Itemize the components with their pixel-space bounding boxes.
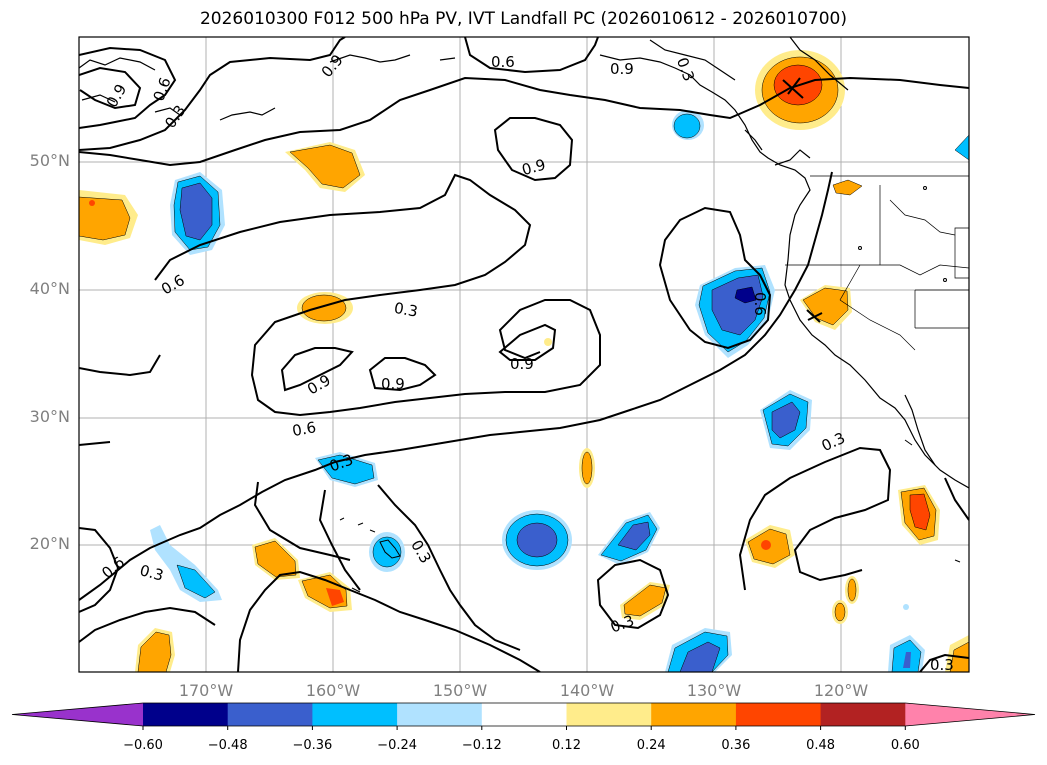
- pv-contours: [79, 37, 969, 672]
- shade-orange-west: [79, 190, 138, 245]
- contour-label: 0.9: [381, 375, 405, 393]
- shade-orange-136w: [620, 582, 670, 620]
- map-plot: 0.9 0.6 0.3 0.6 0.9 0.9 0.6 0.6 0.3 0.9 …: [79, 37, 969, 674]
- colorbar-tick-label: 0.48: [806, 738, 836, 753]
- lon-label: 150°W: [432, 681, 488, 700]
- lat-label: 40°N: [29, 279, 70, 298]
- contour-label: 0.9: [610, 60, 634, 78]
- colorbar-tick-label: 0.36: [721, 738, 751, 753]
- coastlines: [79, 37, 969, 593]
- colorbar-tick-label: 0.12: [552, 738, 581, 753]
- colorbar-segment: [735, 703, 822, 726]
- colorbar-segment: [651, 703, 737, 726]
- lat-label: 20°N: [29, 534, 70, 553]
- shade-orange-small: [832, 179, 863, 196]
- shade-blue-145w: [502, 510, 572, 570]
- plot-frame: [78, 36, 970, 673]
- shade-blue-edge: [954, 134, 969, 161]
- lon-label: 160°W: [305, 681, 361, 700]
- islands: [339, 186, 961, 563]
- shade-blue-hawaii: [369, 532, 405, 572]
- colorbar-tick-label: −0.12: [461, 738, 502, 753]
- contour-label: 0.3: [138, 561, 166, 585]
- shade-orange-120w: [832, 576, 859, 624]
- colorbar-segment: [566, 703, 652, 726]
- map-title: 2026010300 F012 500 hPa PV, IVT Landfall…: [199, 9, 847, 29]
- shade-red-116w: [898, 485, 940, 545]
- colorbar-segment: [397, 703, 483, 726]
- colorbar-tick-label: 0.24: [636, 738, 666, 753]
- lat-label: 30°N: [29, 407, 70, 426]
- shade-blue-dot: [903, 604, 909, 610]
- contour-label: 0.9: [520, 156, 548, 180]
- colorbar-tick-label: −0.48: [207, 738, 248, 753]
- lon-label: 140°W: [559, 681, 615, 700]
- colorbar-segment: [227, 703, 313, 726]
- colorbar-tick-label: −0.60: [123, 738, 163, 753]
- colorbar-segment: [481, 703, 567, 726]
- shade-orange-160w: [285, 142, 365, 192]
- contour-label: 0.3: [393, 299, 420, 321]
- lat-label: 50°N: [29, 151, 70, 170]
- colorbar-extend-high: [905, 703, 1035, 726]
- contour-label: 0.6: [751, 292, 769, 316]
- colorbar-tick-label: −0.36: [292, 738, 333, 753]
- shade-blue-136w: [598, 512, 660, 565]
- colorbar-segment: [143, 703, 229, 726]
- shade-alaska-positive: [755, 50, 845, 130]
- shade-orange-124w: [745, 525, 795, 568]
- shade-blue-131w: [665, 628, 732, 672]
- colorbar-tick-label: −0.24: [377, 738, 418, 753]
- lon-label: 120°W: [813, 681, 869, 700]
- colorbar-extend-low: [12, 703, 143, 726]
- contour-label: 0.6: [491, 53, 515, 71]
- lon-label: 130°W: [686, 681, 742, 700]
- gridlines: [79, 37, 969, 672]
- shade-blue-115w: [888, 635, 925, 672]
- colorbar-segment: [312, 703, 398, 726]
- shade-orange-140w: [579, 448, 595, 488]
- contour-label: 0.6: [291, 418, 318, 440]
- borders: [785, 175, 969, 351]
- colorbar-tick-label: 0.60: [890, 738, 920, 753]
- shade-gulf-negative: [672, 110, 704, 140]
- landfall-markers: [782, 77, 823, 323]
- contour-label: 0.3: [930, 656, 954, 674]
- shade-blue-171w: [150, 525, 222, 602]
- shade-blue-167w: [170, 172, 225, 255]
- shade-orange-39n: [297, 292, 353, 324]
- shade-orange-dot: [544, 338, 552, 346]
- lon-label: 170°W: [178, 681, 234, 700]
- shade-orange-coast: [800, 285, 852, 330]
- contour-label: 0.9: [510, 355, 534, 373]
- shade-orange-169w: [135, 628, 175, 672]
- colorbar: [11, 702, 1036, 730]
- shade-orange-164w: [252, 538, 300, 580]
- shade-blue-127w: [760, 390, 812, 450]
- colorbar-segment: [820, 703, 906, 726]
